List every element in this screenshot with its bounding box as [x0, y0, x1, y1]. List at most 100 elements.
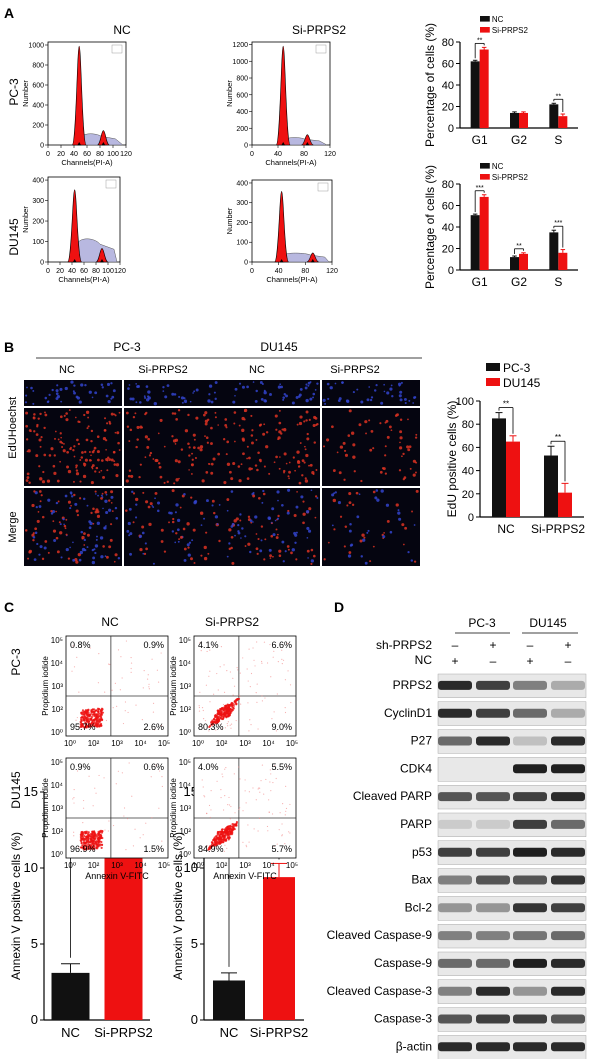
micrograph-cell: [156, 501, 161, 505]
wb-band: [513, 736, 547, 746]
micrograph-cell: [152, 458, 155, 460]
micrograph-cell: [218, 539, 221, 543]
micrograph-cell: [298, 481, 302, 485]
flow-event-sparse: [73, 666, 76, 668]
histogram-y-tick-label: 400: [32, 103, 44, 110]
micrograph-cell: [327, 541, 330, 544]
flow-event: [222, 837, 226, 840]
flow-event-sparse: [89, 647, 91, 649]
micrograph-cell: [154, 491, 158, 495]
flow-event-sparse: [219, 666, 221, 668]
chart-bar: [479, 196, 489, 270]
micrograph-cell: [166, 384, 170, 388]
micrograph-cell: [299, 442, 302, 444]
flow-event: [85, 719, 89, 722]
flow-event-sparse: [209, 849, 212, 851]
flow-event-sparse: [157, 681, 160, 683]
histogram-y-tick-label: 400: [32, 178, 44, 185]
micrograph-cell: [399, 398, 403, 402]
flow-event-sparse: [130, 671, 132, 673]
flow-event-sparse: [155, 764, 157, 766]
wb-sh-sign: –: [452, 638, 459, 652]
flow-plot-1: 0.8% 0.9%95.7% 2.6%10⁰10⁰10²10²10³10³10⁴10…: [41, 635, 170, 748]
wb-band: [551, 708, 585, 718]
micrograph-cell: [136, 385, 139, 388]
wb-protein-label: p53: [412, 845, 432, 859]
flow-event-sparse: [206, 845, 208, 847]
micrograph-cell: [263, 558, 266, 561]
flow-event: [80, 838, 83, 841]
flow-event: [215, 718, 218, 721]
flow-y-tick-label: 10⁰: [179, 728, 191, 737]
flow-event-sparse: [250, 672, 253, 675]
micrograph-cell: [307, 381, 311, 385]
micrograph-cell: [398, 384, 401, 387]
chart-y-label: Annexin V positive cells (%): [171, 832, 185, 980]
micrograph-cell: [191, 473, 193, 475]
micrograph-cell: [353, 470, 356, 473]
micrograph-cell: [348, 529, 352, 533]
micrograph-cell: [75, 466, 78, 469]
flow-event-sparse: [221, 728, 223, 730]
flow-event: [213, 721, 216, 724]
wb-band: [438, 708, 472, 718]
micrograph-cell: [79, 459, 82, 462]
micrograph-cell: [402, 452, 405, 456]
micrograph-cell: [129, 397, 133, 401]
panel-letter-c: C: [4, 599, 14, 615]
flow-event-sparse: [161, 776, 163, 778]
micrograph-cell: [35, 505, 38, 509]
flow-event: [217, 832, 220, 835]
flow-y-tick-label: 10²: [51, 827, 63, 836]
micrograph-cell: [94, 551, 97, 555]
wb-band: [476, 680, 510, 690]
flow-event: [227, 707, 231, 710]
flow-event-sparse: [237, 669, 239, 671]
micrograph-cell: [107, 399, 111, 404]
flow-event-sparse: [92, 724, 94, 726]
micrograph-cell: [143, 396, 147, 399]
wb-band: [438, 819, 472, 829]
flow-y-tick-label: 10⁴: [51, 781, 64, 790]
hist-col-title-si: Si-PRPS2: [292, 23, 346, 37]
wb-blot-strip: [437, 701, 587, 726]
flow-event-sparse: [209, 670, 211, 672]
chart-bar: [263, 877, 295, 1020]
flow-event-sparse: [132, 845, 135, 847]
micrograph-cell: [106, 469, 109, 472]
micrograph-cell: [278, 549, 282, 553]
micrograph-cell: [374, 496, 378, 500]
flow-event: [223, 714, 226, 717]
micrograph-cell: [139, 401, 142, 404]
flow-event: [211, 842, 214, 845]
micrograph-cell: [204, 422, 208, 426]
flow-event: [86, 710, 89, 713]
histogram-y-label: Number: [225, 207, 234, 234]
wb-nc-sign: –: [565, 654, 572, 668]
micrograph-cell: [264, 399, 267, 403]
micrograph-cell: [346, 504, 349, 507]
edu-header-pc3: PC-3: [113, 340, 141, 354]
micrograph-cell: [95, 538, 98, 541]
micrograph-cell: [25, 424, 29, 428]
micrograph-cell: [217, 424, 219, 426]
micrograph-cell: [190, 496, 193, 499]
micrograph-cell: [95, 466, 99, 470]
flow-event-sparse: [266, 825, 269, 828]
histogram-legend-box: [111, 44, 123, 54]
flow-event-sparse: [274, 765, 276, 767]
micrograph-cell: [188, 541, 192, 544]
micrograph-cell: [348, 501, 352, 505]
flow-event-sparse: [288, 831, 290, 833]
flow-event: [210, 723, 213, 726]
micrograph-cell: [90, 481, 94, 485]
flow-event-sparse: [232, 694, 234, 696]
micrograph-cell: [128, 440, 131, 443]
micrograph-cell: [106, 422, 109, 425]
flow-event: [227, 715, 230, 718]
micrograph-cell: [67, 469, 72, 474]
micrograph-cell: [389, 530, 393, 534]
flow-event-sparse: [231, 707, 233, 710]
micrograph-cell: [310, 489, 313, 492]
wb-sh-sign: +: [489, 638, 496, 652]
